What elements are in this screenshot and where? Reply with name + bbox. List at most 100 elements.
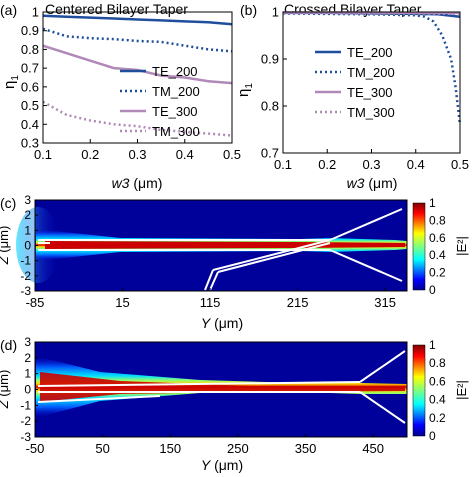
panel-c-ytick-label: 2 xyxy=(24,208,31,222)
panel-b-xtick-label: 0.2 xyxy=(318,157,336,172)
panel-a-legend-label: TM_300 xyxy=(152,124,200,139)
panel-d-xtick-label: 450 xyxy=(362,441,384,456)
panel-b-ytick-label: 1 xyxy=(272,5,279,20)
panel-a-legend-label: TE_200 xyxy=(152,64,198,79)
panel-a-legend: TE_200 TM_200 TE_300 TM_300 xyxy=(120,64,200,139)
panel-a-xtick-label: 0.4 xyxy=(176,147,194,162)
panel-a-ytick-label: 0.9 xyxy=(21,23,39,38)
panel-a-series-te-200 xyxy=(42,14,233,26)
panel-a-ytick-label: 0.8 xyxy=(21,42,39,57)
panel-c-waveguide-outlines xyxy=(38,208,403,291)
panel-b-legend: TE_200 TM_200 TE_300 TM_300 xyxy=(315,45,395,120)
panel-c-ytick-label: -3 xyxy=(20,284,31,298)
panel-b-legend-label: TE_200 xyxy=(347,45,393,60)
panel-d-ytick-label: 3 xyxy=(24,335,31,349)
panel-d-colorbar-tick-label: 0.6 xyxy=(429,374,446,388)
panel-c-colorbar-tick-label: 0.6 xyxy=(429,231,446,245)
panel-c-ytick-label: -2 xyxy=(20,269,31,283)
panel-b-legend-label: TE_300 xyxy=(347,85,393,100)
panel-a-ytick-label: 1 xyxy=(32,5,39,20)
panel-a-legend-label: TE_300 xyxy=(152,104,198,119)
panel-c-colorbar-label: |E²| xyxy=(454,236,469,256)
panel-c-ytick-label: 3 xyxy=(24,193,31,207)
panel-a-series-tm-300 xyxy=(42,100,233,137)
panel-c-ytick-label: 1 xyxy=(24,223,31,237)
panel-c-colorbar-tick-label: 0.4 xyxy=(429,248,446,262)
panel-c-colorbar-tick-label: 1 xyxy=(429,196,436,210)
panel-b-frame xyxy=(282,11,461,154)
panel-a-series-tm-200 xyxy=(42,27,233,53)
panel-c-colorbar-tick-label: 0.2 xyxy=(429,266,446,280)
panel-d-xticks: -50 50 150 250 350 450 xyxy=(26,434,384,456)
panel-a-label: (a) xyxy=(0,2,17,18)
panel-d-ytick-label: -2 xyxy=(20,414,31,428)
panel-c-xtick-label: 15 xyxy=(115,295,129,310)
panel-d-xlabel: Y (μm) xyxy=(201,457,243,473)
panel-b-crossed-bilayer-taper: (b) Crossed Bilayer Taper 0.70.80.91 0.1… xyxy=(235,1,469,191)
panel-a-ytick-label: 0.3 xyxy=(21,136,39,151)
panel-c-colorbar xyxy=(412,202,426,291)
panel-a-ytick-label: 0.6 xyxy=(21,79,39,94)
panel-b-xlabel: w3 (μm) xyxy=(347,175,398,191)
panel-c-xticks: -85 15 115 215 315 xyxy=(26,288,396,310)
panel-d-colorbar-tick-label: 1 xyxy=(429,338,436,352)
panel-a-series-te-300 xyxy=(42,44,233,85)
panel-a-xtick-label: 0.5 xyxy=(223,147,241,162)
panel-a-lines xyxy=(42,14,233,137)
panel-c-colorbar-tick-label: 0 xyxy=(429,283,436,297)
panel-d-ytick-label: 1 xyxy=(24,367,31,381)
panel-b-legend-label: TM_300 xyxy=(347,105,395,120)
panel-b-xtick-label: 0.3 xyxy=(362,157,380,172)
panel-a-ytick-label: 0.7 xyxy=(21,61,39,76)
panel-d-colorbar-tick-label: 0.2 xyxy=(429,411,446,425)
panel-c-ytick-label: -1 xyxy=(20,254,31,268)
panel-d-waveguide-outlines xyxy=(37,350,406,424)
panel-d-ytick-label: -3 xyxy=(20,430,31,444)
panel-c-ylabel: Z (μm) xyxy=(0,226,11,266)
panel-c-xtick-label: 315 xyxy=(374,295,396,310)
panel-a-xlabel: w3 (μm) xyxy=(112,175,163,191)
panel-c-ytick-label: 0 xyxy=(24,239,31,253)
panel-d-core xyxy=(40,372,405,402)
panel-a-yticks: 0.3 0.4 0.5 0.6 0.7 0.8 0.9 1 xyxy=(21,5,47,151)
panel-a-legend-label: TM_200 xyxy=(152,84,200,99)
panel-d-colorbar-label: |E²| xyxy=(454,380,469,400)
panel-a-ytick-label: 0.4 xyxy=(21,117,39,132)
panel-c-xlabel: Y (μm) xyxy=(201,315,243,331)
panel-d-label: (d) xyxy=(0,337,17,353)
panel-d-colorbar-ticks: 0 0.2 0.4 0.6 0.8 1 xyxy=(429,338,446,443)
panel-d-colorbar-tick-label: 0.4 xyxy=(429,393,446,407)
panel-a-xticks: 0.1 0.2 0.3 0.4 0.5 xyxy=(34,139,241,162)
panel-b-ytick-label: 0.9 xyxy=(261,52,279,67)
panel-d-yticks: 3 2 1 0-1 -2 -3 xyxy=(20,335,38,444)
panel-d-ytick-label: -1 xyxy=(20,398,31,412)
panel-b-legend-label: TM_200 xyxy=(347,65,395,80)
panel-a-centered-bilayer-taper: (a) Centered Bilayer Taper 0.30.40.50.60… xyxy=(0,1,241,191)
panel-c-xtick-label: -85 xyxy=(26,295,45,310)
panel-d-colorbar-tick-label: 0.8 xyxy=(429,356,446,370)
panel-a-xtick-label: 0.3 xyxy=(128,147,146,162)
panel-d-xtick-label: 350 xyxy=(295,441,317,456)
panel-d-xtick-label: 250 xyxy=(227,441,249,456)
panel-d-field xyxy=(36,356,407,418)
panel-a-ytick-label: 0.5 xyxy=(21,98,39,113)
panel-b-label: (b) xyxy=(240,2,257,18)
panel-d-colorbar-tick-label: 0 xyxy=(429,429,436,443)
panel-b-xticks: 0.1 0.2 0.3 0.4 0.5 xyxy=(274,149,469,172)
panel-c-yticks: 321 0-1-2-3 xyxy=(20,193,38,298)
panel-a-ylabel: η1 xyxy=(1,75,21,89)
panel-c-xtick-label: 115 xyxy=(200,295,221,310)
panel-c-colorbar-ticks: 0 0.2 0.4 0.6 0.8 1 xyxy=(429,196,446,297)
panel-c-label: (c) xyxy=(0,195,16,211)
panel-a-title: Centered Bilayer Taper xyxy=(45,1,188,17)
panel-d-ytick-label: 2 xyxy=(24,351,31,365)
panel-b-xtick-label: 0.1 xyxy=(274,157,292,172)
panel-b-ytick-label: 0.7 xyxy=(261,146,279,161)
panel-d-xtick-label: -50 xyxy=(26,441,45,456)
panel-b-ytick-label: 0.8 xyxy=(261,99,279,114)
panel-d-ytick-label: 0 xyxy=(24,383,31,397)
panel-b-xtick-label: 0.4 xyxy=(407,157,425,172)
